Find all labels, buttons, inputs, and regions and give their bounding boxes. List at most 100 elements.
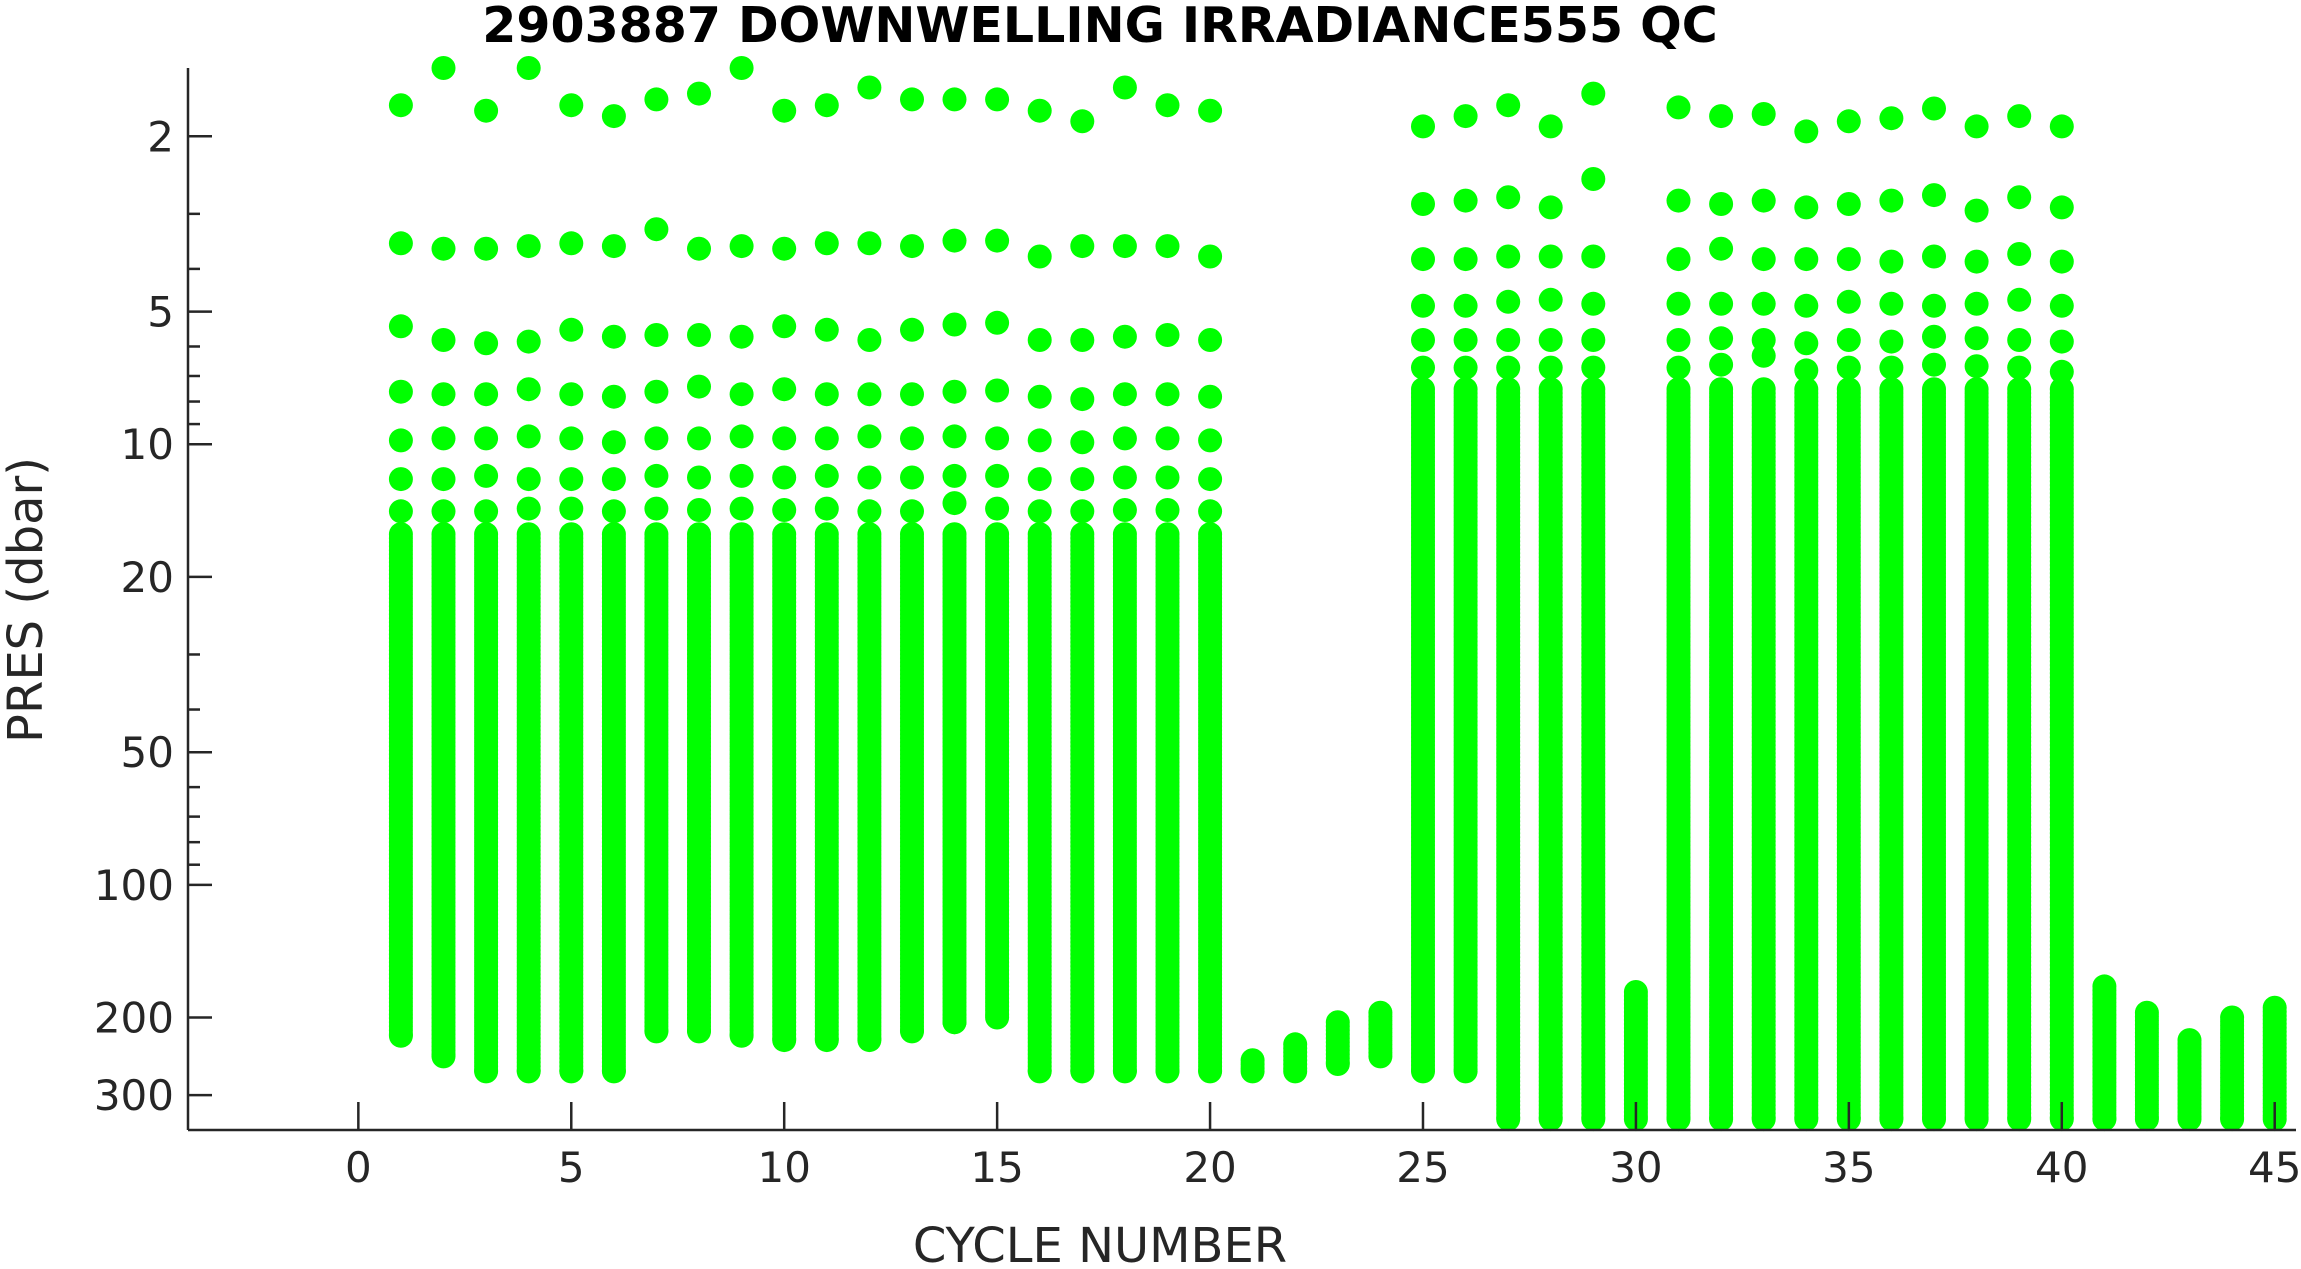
- data-point: [1581, 355, 1606, 380]
- data-point: [772, 498, 797, 522]
- data-point: [772, 98, 797, 123]
- data-point: [474, 463, 499, 488]
- data-point: [857, 382, 882, 407]
- data-point: [1496, 328, 1521, 352]
- data-point: [1112, 234, 1137, 259]
- data-point: [772, 426, 797, 451]
- data-point: [1538, 244, 1563, 269]
- data-point: [516, 1059, 541, 1084]
- data-point: [900, 234, 924, 259]
- data-point: [1155, 93, 1180, 118]
- data-point: [1538, 1107, 1563, 1132]
- data-point: [772, 1028, 797, 1053]
- data-point: [814, 463, 839, 488]
- data-point: [1070, 328, 1095, 352]
- data-point: [814, 93, 839, 118]
- data-point: [1496, 289, 1521, 314]
- data-point: [985, 87, 1010, 112]
- data-point: [1027, 384, 1052, 409]
- data-point: [687, 498, 711, 522]
- data-point: [1155, 1059, 1180, 1084]
- data-point: [1112, 324, 1137, 349]
- data-point: [431, 467, 456, 492]
- data-point: [1836, 247, 1861, 272]
- data-point: [601, 499, 626, 524]
- data-point: [1879, 106, 1904, 131]
- data-point: [601, 430, 626, 455]
- data-point: [1538, 287, 1563, 312]
- data-point: [1709, 104, 1734, 129]
- data-point: [1112, 382, 1137, 407]
- data-point: [900, 317, 924, 342]
- data-point: [1836, 109, 1861, 134]
- data-point: [1922, 183, 1946, 208]
- data-point: [1751, 188, 1776, 213]
- data-point: [729, 1023, 754, 1048]
- data-point: [388, 428, 413, 453]
- data-point: [814, 1028, 839, 1053]
- data-point: [644, 426, 669, 451]
- data-point: [559, 426, 584, 451]
- data-point: [687, 374, 711, 399]
- data-point: [431, 1044, 456, 1069]
- data-point: [1666, 247, 1691, 272]
- data-point: [1027, 499, 1052, 524]
- data-point: [559, 496, 584, 521]
- data-point: [1070, 234, 1095, 259]
- data-point: [1070, 109, 1095, 134]
- data-point: [942, 379, 967, 404]
- data-point: [1112, 465, 1137, 490]
- data-point: [1666, 188, 1691, 213]
- data-point: [942, 1010, 967, 1035]
- data-point: [1836, 289, 1861, 314]
- data-point: [1411, 1059, 1435, 1084]
- data-point: [1198, 328, 1223, 352]
- data-point: [601, 384, 626, 409]
- data-point: [857, 1028, 882, 1053]
- data-point: [1112, 1059, 1137, 1084]
- data-point: [559, 93, 584, 118]
- data-point: [1411, 114, 1435, 139]
- data-point: [985, 496, 1010, 521]
- data-point: [985, 1005, 1010, 1030]
- data-point: [1794, 358, 1819, 383]
- data-point: [644, 87, 669, 112]
- data-point: [1709, 291, 1734, 316]
- data-point: [1538, 195, 1563, 220]
- data-point: [1879, 355, 1904, 380]
- data-point: [1496, 185, 1521, 210]
- data-point: [601, 1059, 626, 1084]
- data-point: [1283, 1059, 1308, 1084]
- data-point: [1453, 188, 1478, 213]
- data-point: [1666, 95, 1691, 120]
- data-point: [687, 1019, 711, 1044]
- data-point: [644, 1019, 669, 1044]
- data-point: [516, 329, 541, 354]
- data-point: [1155, 465, 1180, 490]
- data-point: [1027, 1059, 1052, 1084]
- data-point: [1922, 352, 1946, 377]
- data-point: [772, 236, 797, 261]
- data-point: [942, 312, 967, 337]
- data-point: [474, 499, 499, 524]
- data-point: [1453, 104, 1478, 129]
- data-point: [729, 234, 754, 259]
- data-point: [1496, 93, 1521, 118]
- chart-title: 2903887 DOWNWELLING IRRADIANCE555 QC: [482, 0, 1717, 54]
- data-point: [474, 98, 499, 123]
- data-point: [900, 499, 924, 524]
- data-point: [1581, 1107, 1606, 1132]
- data-point: [1198, 428, 1223, 453]
- data-point: [772, 465, 797, 490]
- data-point: [431, 236, 456, 261]
- data-point: [857, 75, 882, 100]
- data-point: [1112, 75, 1137, 100]
- data-point: [1538, 328, 1563, 352]
- data-point: [729, 382, 754, 407]
- data-point: [1666, 1107, 1691, 1132]
- data-point: [1411, 328, 1435, 352]
- data-point: [1581, 81, 1606, 106]
- data-point: [900, 465, 924, 490]
- data-point: [1836, 328, 1861, 352]
